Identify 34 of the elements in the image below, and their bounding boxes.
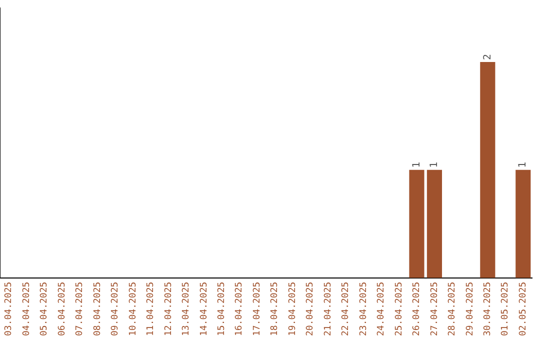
x-tick-label: 20.04.2025 xyxy=(306,282,316,336)
x-tick-label: 18.04.2025 xyxy=(270,282,280,336)
x-tick-label: 26.04.2025 xyxy=(412,282,422,336)
x-tick-label: 02.05.2025 xyxy=(518,282,528,336)
x-tick-label: 07.04.2025 xyxy=(75,282,86,336)
x-tick-label: 24.04.2025 xyxy=(376,282,387,336)
x-tick-label: 15.04.2025 xyxy=(217,282,228,336)
x-tick-label: 11.04.2025 xyxy=(146,282,156,336)
x-tick-label: 17.04.2025 xyxy=(252,282,262,336)
x-tick-label: 30.04.2025 xyxy=(483,282,494,336)
data-label: 1 xyxy=(411,162,422,168)
x-tick-label: 09.04.2025 xyxy=(110,282,121,336)
x-tick-label: 23.04.2025 xyxy=(358,282,369,336)
x-tick-label: 16.04.2025 xyxy=(234,282,245,336)
x-tick-label: 29.04.2025 xyxy=(465,282,476,336)
x-tick-label: 25.04.2025 xyxy=(394,282,404,336)
data-label: 2 xyxy=(482,54,494,60)
x-tick-label: 04.04.2025 xyxy=(22,282,32,336)
x-tick-label: 19.04.2025 xyxy=(288,282,298,336)
x-tick-label: 12.04.2025 xyxy=(164,282,174,336)
x-tick-label: 10.04.2025 xyxy=(128,282,138,336)
x-tick-label: 06.04.2025 xyxy=(57,282,68,336)
x-tick-label: 28.04.2025 xyxy=(448,282,458,336)
data-label: 1 xyxy=(518,162,529,168)
x-tick-label: 22.04.2025 xyxy=(341,282,352,336)
x-tick-label: 27.04.2025 xyxy=(430,282,440,336)
data-label: 1 xyxy=(429,162,440,168)
x-tick-label: 01.05.2025 xyxy=(500,282,511,336)
x-tick-label: 13.04.2025 xyxy=(182,282,192,336)
x-tick-label: 03.04.2025 xyxy=(4,282,14,336)
x-tick-label: 21.04.2025 xyxy=(323,282,334,336)
x-tick-label: 14.04.2025 xyxy=(199,282,210,336)
x-tick-label: 05.04.2025 xyxy=(40,282,50,336)
x-tick-label: 08.04.2025 xyxy=(92,282,103,336)
